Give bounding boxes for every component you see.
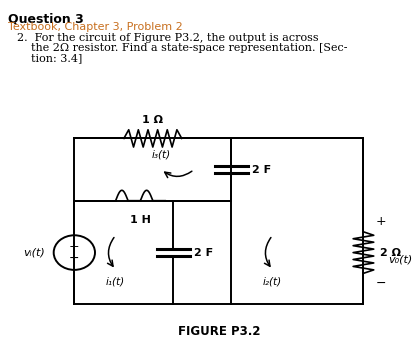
Text: i₂(t): i₂(t) <box>263 277 282 287</box>
Text: 2.  For the circuit of Figure P3.2, the output is across: 2. For the circuit of Figure P3.2, the o… <box>17 33 318 43</box>
Text: 2 Ω: 2 Ω <box>380 248 401 257</box>
Text: FIGURE P3.2: FIGURE P3.2 <box>178 325 260 338</box>
Text: 1 Ω: 1 Ω <box>142 115 163 125</box>
Text: Textbook, Chapter 3, Problem 2: Textbook, Chapter 3, Problem 2 <box>8 22 183 33</box>
Text: −: − <box>376 277 386 290</box>
Text: the 2Ω resistor. Find a state-space representation. [Sec-: the 2Ω resistor. Find a state-space repr… <box>17 43 347 53</box>
Text: vᵢ(t): vᵢ(t) <box>24 248 45 257</box>
Text: v₀(t): v₀(t) <box>388 255 413 264</box>
Text: +: + <box>69 240 80 253</box>
Text: Question 3: Question 3 <box>8 12 84 25</box>
Text: tion: 3.4]: tion: 3.4] <box>17 54 82 64</box>
Text: 2 F: 2 F <box>194 248 213 257</box>
Text: +: + <box>376 215 387 228</box>
Text: −: − <box>69 252 80 265</box>
Text: i₃(t): i₃(t) <box>152 149 171 159</box>
Text: 1 H: 1 H <box>130 215 151 225</box>
Text: i₁(t): i₁(t) <box>106 277 125 287</box>
Text: 2 F: 2 F <box>252 165 271 174</box>
